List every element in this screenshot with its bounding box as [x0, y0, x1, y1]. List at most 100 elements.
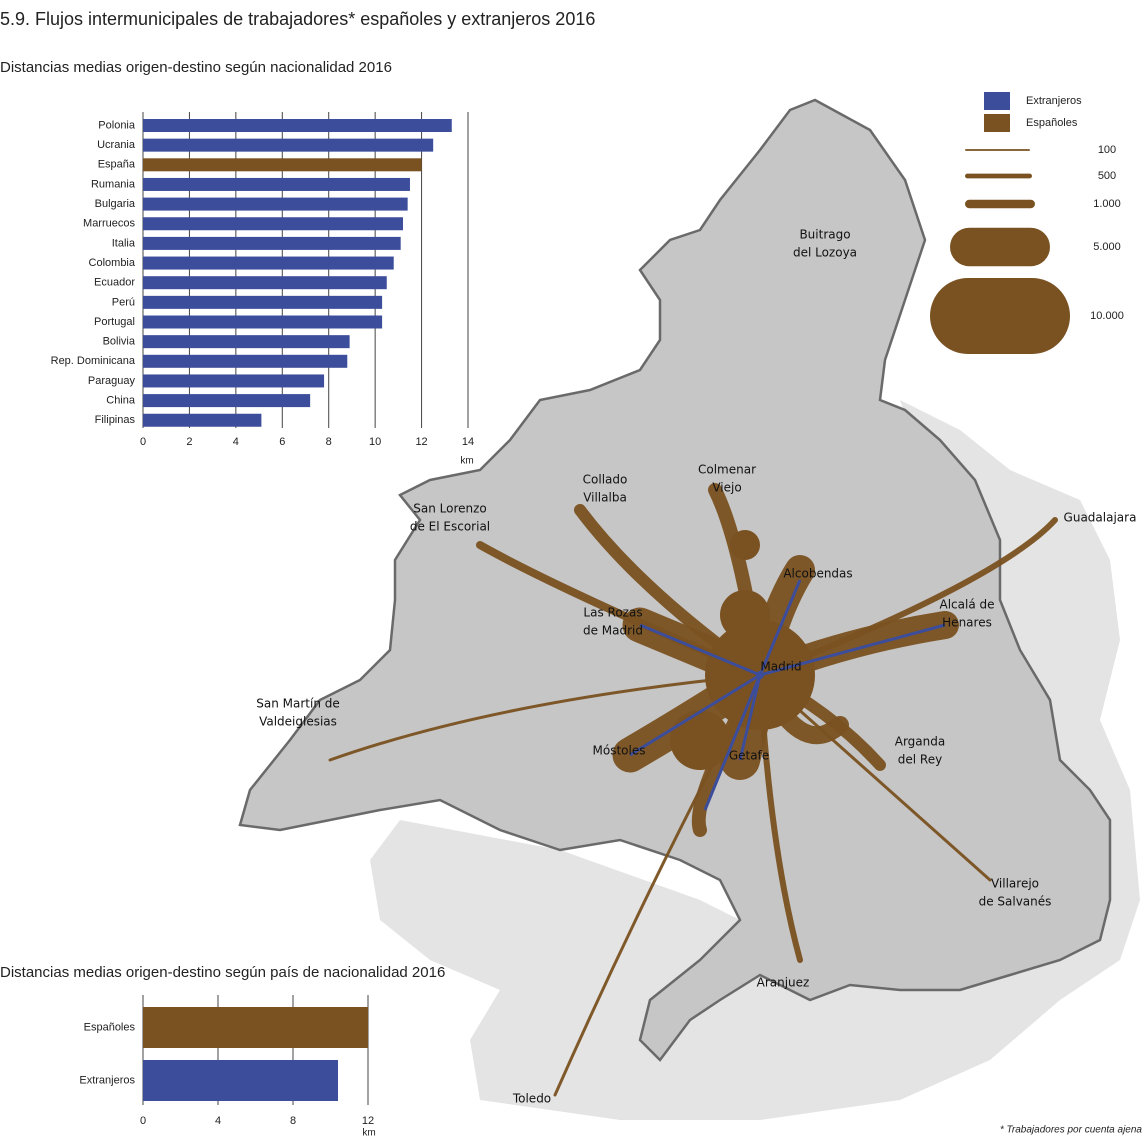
x-tick-label: 8: [326, 436, 332, 448]
bar: [143, 413, 262, 427]
x-tick-label: 2: [186, 436, 192, 448]
place-name: Madrid: [760, 660, 801, 674]
place-name: Aranjuez: [757, 976, 810, 990]
place-name: de Madrid: [583, 624, 643, 638]
place-name: San Martín de: [256, 697, 340, 711]
y-tick-label: Extranjeros: [79, 1074, 135, 1086]
place-name: del Rey: [898, 753, 942, 767]
flow-hub: [720, 590, 770, 640]
x-tick-label: 8: [290, 1115, 296, 1127]
chart-title: Distancias medias origen-destino según p…: [0, 964, 445, 981]
flow-size-label: 10.000: [1090, 310, 1124, 322]
place-name: Henares: [942, 616, 992, 630]
bar: [143, 1060, 338, 1101]
bar: [143, 138, 434, 152]
flow-size-label: 5.000: [1093, 241, 1121, 253]
legend-label: Extranjeros: [1026, 95, 1082, 107]
chart-title: Distancias medias origen-destino según n…: [0, 59, 392, 76]
legend-swatch: [984, 92, 1010, 110]
bar: [143, 197, 408, 211]
place-name: Getafe: [729, 749, 769, 763]
flow-size-label: 1.000: [1093, 198, 1121, 210]
bar: [143, 335, 350, 349]
bar: [143, 1007, 368, 1048]
bar: [143, 158, 422, 172]
x-tick-label: 12: [362, 1115, 374, 1127]
flow: [328, 673, 762, 762]
flow-size-label: 500: [1098, 170, 1116, 182]
bar: [143, 295, 383, 309]
flow: [757, 517, 1058, 678]
y-tick-label: China: [106, 395, 136, 407]
y-tick-label: Rumania: [91, 178, 136, 190]
y-tick-label: Polonia: [98, 119, 136, 131]
bar: [143, 276, 387, 290]
place-name: Viejo: [712, 481, 741, 495]
place-name: Buitrago: [799, 228, 850, 242]
place-name: Villalba: [583, 491, 627, 505]
legend-label: Españoles: [1026, 117, 1078, 129]
bar: [143, 217, 403, 231]
flow-foreign: [639, 623, 761, 677]
y-tick-label: Ucrania: [97, 139, 136, 151]
y-tick-label: Ecuador: [94, 277, 135, 289]
y-tick-label: Italia: [112, 237, 136, 249]
y-tick-label: Colombia: [89, 257, 136, 269]
place-name: Colmenar: [698, 463, 756, 477]
x-tick-label: 4: [215, 1115, 221, 1127]
bar: [143, 374, 325, 388]
flow-hub: [670, 710, 730, 770]
flow-foreign: [629, 673, 761, 757]
bar: [143, 256, 394, 270]
flow-foreign: [759, 623, 946, 677]
place-name: Villarejo: [991, 877, 1039, 891]
y-tick-label: Marruecos: [83, 218, 135, 230]
place-name: de Salvanés: [979, 895, 1052, 909]
flow-foreign: [703, 674, 762, 811]
y-tick-label: Bulgaria: [95, 198, 136, 210]
x-tick-label: 0: [140, 1115, 146, 1127]
legend-swatch: [984, 114, 1010, 132]
place-name: Toledo: [512, 1092, 551, 1106]
bar: [143, 354, 348, 368]
y-tick-label: Perú: [112, 296, 135, 308]
bar: [143, 315, 383, 329]
y-tick-label: Portugal: [94, 316, 135, 328]
place-name: del Lozoya: [793, 246, 857, 260]
place-name: de El Escorial: [410, 520, 490, 534]
place-name: Arganda: [895, 735, 945, 749]
x-tick-label: 6: [279, 436, 285, 448]
bar: [143, 394, 311, 408]
x-tick-label: 0: [140, 436, 146, 448]
place-name: Collado: [583, 473, 628, 487]
bar: [143, 177, 410, 191]
place-name: Guadalajara: [1064, 511, 1137, 525]
y-tick-label: Rep. Dominicana: [51, 355, 136, 367]
y-tick-label: Paraguay: [88, 375, 136, 387]
x-tick-label: 10: [369, 436, 381, 448]
place-name: San Lorenzo: [413, 502, 487, 516]
flow-foreign: [738, 674, 762, 761]
x-tick-label: 14: [462, 436, 474, 448]
region-outline: [238, 98, 1112, 1062]
y-tick-label: Bolivia: [103, 336, 136, 348]
flow-layer: [328, 483, 1058, 1097]
page-title: 5.9. Flujos intermunicipales de trabajad…: [0, 9, 595, 29]
place-name: Las Rozas: [583, 606, 642, 620]
place-name: Alcobendas: [783, 567, 852, 581]
y-tick-label: Filipinas: [95, 414, 136, 426]
x-axis-label: km: [460, 456, 473, 467]
bar: [143, 236, 401, 250]
place-name: Móstoles: [593, 744, 646, 758]
place-name: Valdeiglesias: [259, 715, 337, 729]
flow-hub: [730, 530, 760, 560]
place-name: Alcalá de: [940, 598, 995, 612]
x-axis-label: km: [362, 1128, 375, 1139]
flow-foreign: [758, 579, 802, 676]
flow-size-label: 100: [1098, 144, 1116, 156]
city-dot: [756, 671, 764, 679]
footnote: * Trabajadores por cuenta ajena: [1000, 1125, 1143, 1136]
x-tick-label: 12: [415, 436, 427, 448]
x-tick-label: 4: [233, 436, 239, 448]
